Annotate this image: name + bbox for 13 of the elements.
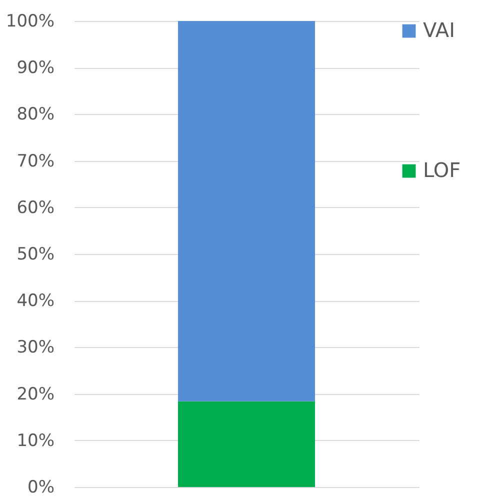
y-tick-label: 100% <box>6 12 54 32</box>
y-tick-label: 70% <box>16 151 54 172</box>
y-tick-label: 60% <box>16 198 54 218</box>
legend-label: LOF <box>423 158 461 182</box>
y-tick-label: 0% <box>28 478 54 498</box>
y-tick-label: 90% <box>16 58 54 78</box>
y-tick-label: 40% <box>16 291 54 312</box>
y-tick-label: 20% <box>16 384 54 404</box>
y-tick-label: 50% <box>16 244 54 264</box>
y-tick-label: 80% <box>16 104 54 125</box>
y-tick-label: 30% <box>16 338 54 358</box>
y-tick-label: 10% <box>16 430 54 451</box>
legend-label: VAI <box>423 18 455 42</box>
